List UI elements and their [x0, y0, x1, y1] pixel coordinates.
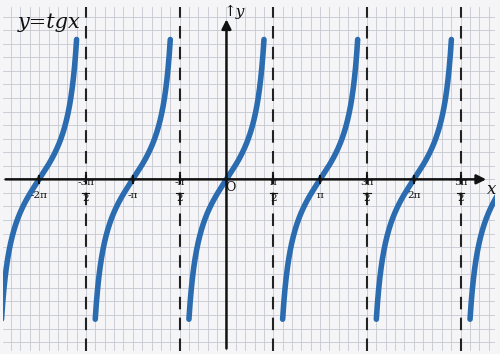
Text: 5π: 5π	[454, 178, 468, 188]
Text: 2: 2	[82, 194, 89, 203]
Text: -2π: -2π	[30, 191, 48, 200]
Text: 2: 2	[458, 194, 464, 203]
Text: -π: -π	[128, 191, 138, 200]
Text: π: π	[316, 191, 324, 200]
Text: -3π: -3π	[78, 178, 94, 188]
Text: 2π: 2π	[407, 191, 420, 200]
Text: ↑y: ↑y	[224, 5, 246, 19]
Text: -π: -π	[174, 178, 185, 188]
Text: x: x	[487, 181, 496, 198]
Text: 2: 2	[364, 194, 370, 203]
Text: y=tgx: y=tgx	[18, 13, 80, 32]
Text: 3π: 3π	[360, 178, 374, 188]
Text: π: π	[270, 178, 276, 188]
Text: O: O	[225, 181, 235, 194]
Text: 2: 2	[176, 194, 183, 203]
Text: 2: 2	[270, 194, 276, 203]
